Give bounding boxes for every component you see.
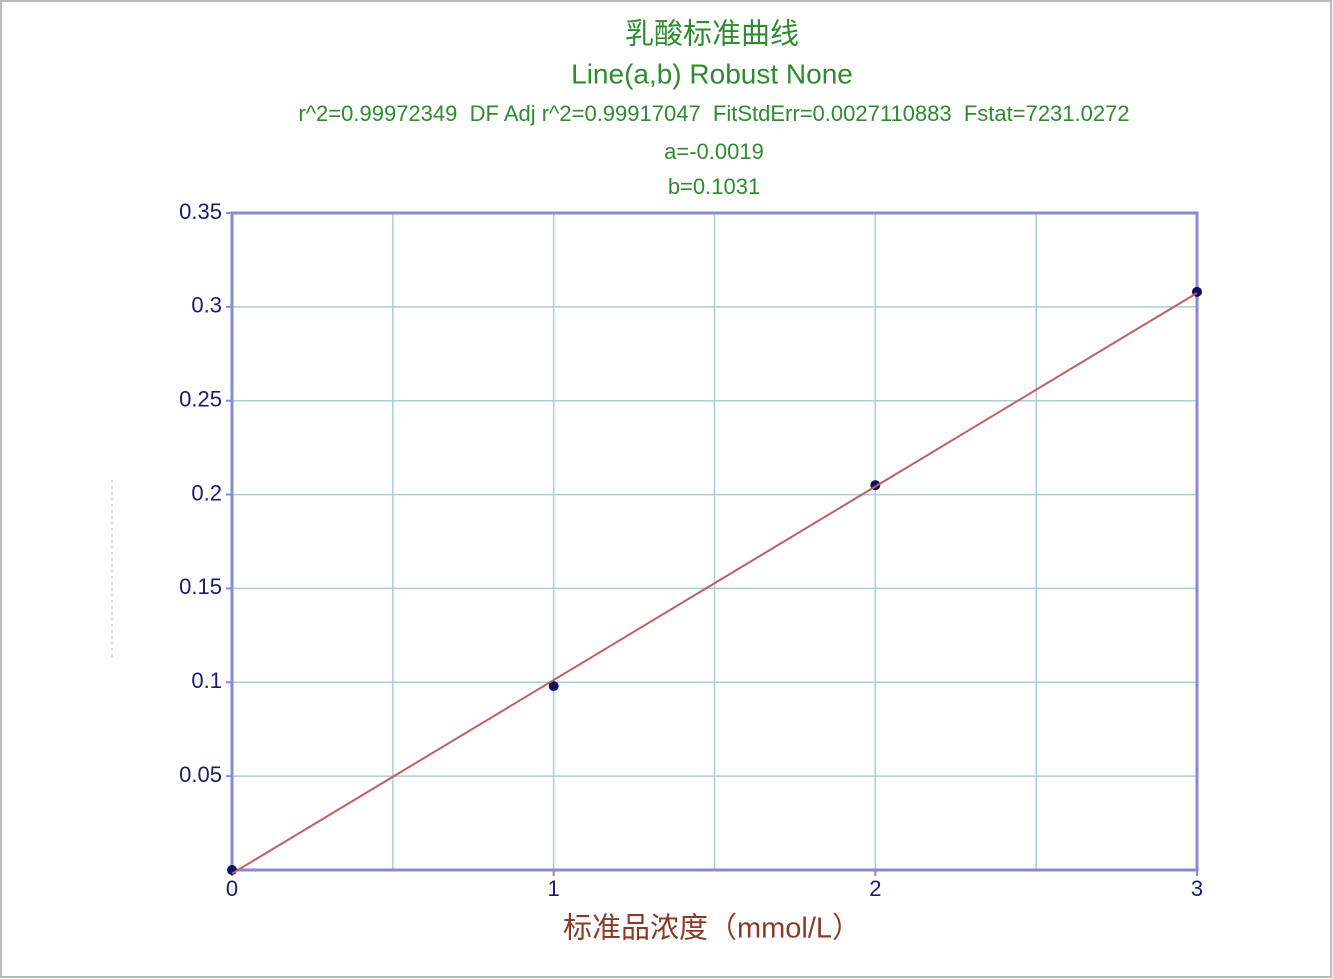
y-tick-label: 0.3 bbox=[191, 293, 222, 318]
fit-stats: r^2=0.99972349 DF Adj r^2=0.99917047 Fit… bbox=[298, 101, 1129, 126]
x-tick-label: 1 bbox=[548, 876, 560, 901]
x-axis-label: 标准品浓度（mmol/L） bbox=[563, 912, 861, 945]
annotation: a=-0.0019 bbox=[664, 139, 764, 164]
plot-frame bbox=[230, 211, 1199, 872]
y-tick-label: 0.1 bbox=[191, 668, 222, 693]
fit-line bbox=[231, 292, 1198, 875]
x-tick-label: 2 bbox=[869, 876, 881, 901]
y-tick-label: 0.05 bbox=[179, 762, 222, 787]
y-tick-label: 0.35 bbox=[179, 199, 222, 224]
chart-subtitle: Line(a,b) Robust None bbox=[571, 58, 853, 89]
y-tick-label: 0.15 bbox=[179, 574, 222, 599]
y-tick-label: 0.25 bbox=[179, 387, 222, 412]
chart-title: 乳酸标准曲线 bbox=[625, 18, 799, 51]
annotation: b=0.1031 bbox=[668, 174, 760, 199]
x-tick-label: 0 bbox=[226, 876, 238, 901]
x-tick-label: 3 bbox=[1191, 876, 1203, 901]
data-point bbox=[548, 681, 559, 692]
y-tick-label: 0.2 bbox=[191, 480, 222, 505]
